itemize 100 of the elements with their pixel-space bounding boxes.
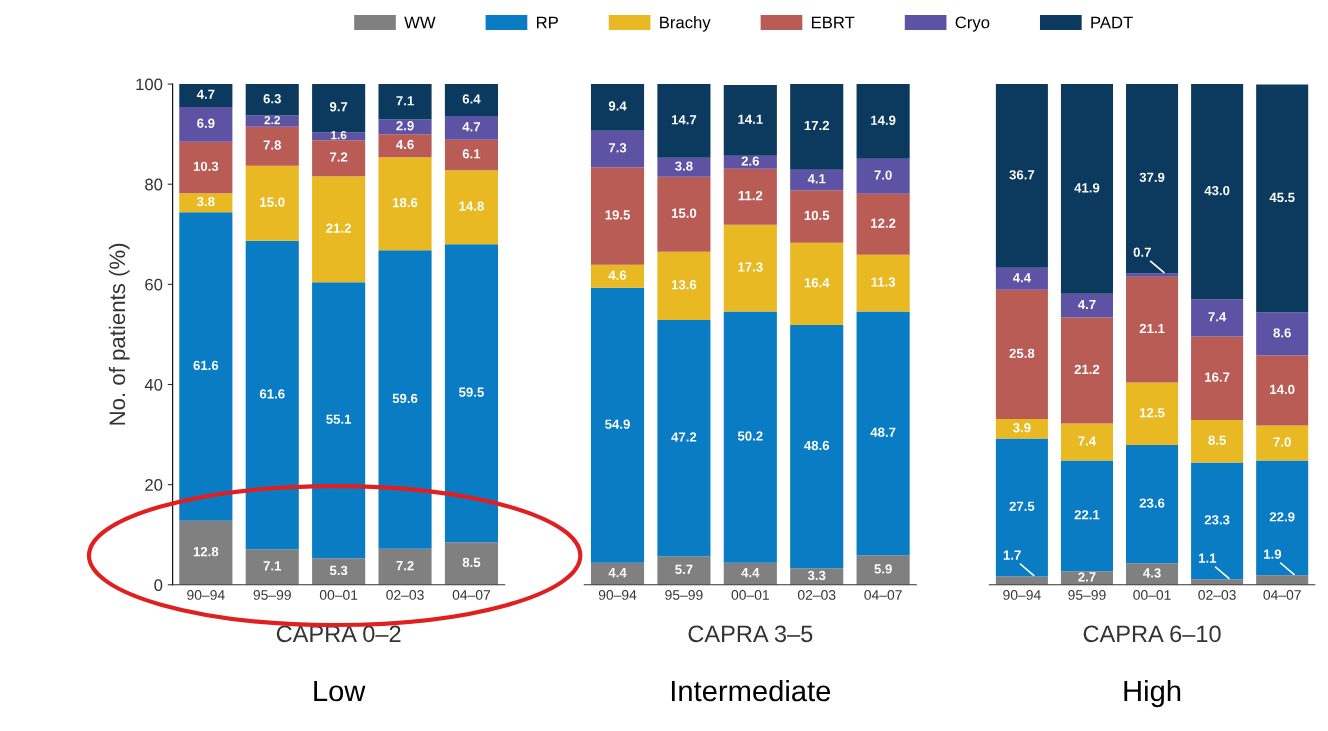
bar: [723, 311, 777, 563]
bar: [723, 168, 777, 225]
bar: [856, 254, 910, 312]
data-label: 10.3: [193, 161, 219, 171]
y-tick-label: 0: [154, 579, 163, 591]
bar: [245, 126, 299, 166]
bar: [1191, 336, 1244, 421]
x-tick-label: 00–01: [319, 590, 358, 600]
data-label: 12.8: [193, 546, 219, 557]
x-tick-label: 90–94: [598, 590, 637, 600]
bar: [1060, 317, 1113, 424]
data-label: 22.9: [1269, 512, 1295, 522]
data-label: 19.5: [605, 210, 630, 220]
data-label: 4.4: [608, 568, 627, 578]
data-label: 27.5: [1009, 501, 1035, 511]
bar: [444, 139, 498, 171]
data-label: 3.9: [1013, 423, 1031, 433]
bar: [657, 84, 711, 158]
data-label: 43.0: [1204, 185, 1230, 196]
data-label: 9.7: [329, 102, 348, 112]
data-label: 61.6: [259, 389, 285, 399]
bar: [590, 562, 645, 585]
bar: [1191, 579, 1244, 585]
data-label: 0.7: [1133, 247, 1151, 257]
data-label: 36.7: [1009, 170, 1035, 180]
data-label: 5.7: [675, 564, 693, 575]
bar: [312, 84, 366, 133]
data-label: 61.6: [193, 360, 219, 371]
bar: [1126, 276, 1179, 383]
data-label: 23.6: [1139, 498, 1165, 508]
data-label: 11.3: [871, 277, 896, 287]
data-label: 7.8: [263, 140, 282, 150]
data-label: 16.4: [804, 278, 830, 288]
data-label: 1.7: [1003, 550, 1021, 560]
data-label: 9.4: [608, 101, 627, 111]
bar: [444, 84, 498, 117]
bar: [995, 267, 1048, 290]
bar: [657, 157, 711, 177]
data-label: 7.1: [396, 96, 414, 106]
data-label: 6.9: [197, 118, 215, 128]
data-label: 15.0: [671, 208, 697, 218]
legend-label: WW: [404, 16, 436, 29]
bar: [312, 558, 366, 585]
data-label: 4.7: [462, 122, 481, 132]
bar: [790, 324, 844, 569]
x-axis-title: CAPRA 3–5: [688, 625, 813, 643]
bar: [995, 576, 1048, 585]
data-label: 1.6: [331, 130, 347, 140]
bar: [1126, 84, 1179, 274]
y-tick-label: 60: [145, 278, 163, 291]
bar: [590, 264, 645, 288]
data-label: 4.6: [396, 139, 414, 150]
legend-label: PADT: [1091, 16, 1133, 29]
bar: [444, 244, 498, 543]
bar: [245, 240, 299, 550]
bar: [444, 542, 498, 585]
bar: [856, 158, 910, 194]
bar: [1060, 460, 1113, 572]
data-label: 54.9: [605, 419, 630, 429]
data-label: 7.1: [263, 561, 282, 571]
bar: [179, 141, 233, 194]
data-label: 41.9: [1074, 183, 1100, 193]
data-label: 5.9: [874, 564, 892, 574]
bar: [856, 84, 910, 159]
bar: [1256, 312, 1309, 356]
bar: [378, 134, 432, 158]
data-label: 8.5: [1208, 435, 1226, 445]
data-label: 8.6: [1273, 328, 1291, 338]
data-label: 7.0: [874, 170, 892, 180]
bar: [856, 311, 910, 556]
bar: [790, 242, 844, 325]
bar: [590, 84, 645, 131]
data-label: 4.7: [1078, 299, 1096, 310]
data-label: 11.2: [738, 190, 763, 201]
data-label: 12.2: [871, 218, 896, 228]
bar: [790, 190, 844, 243]
y-tick-label: 80: [145, 178, 163, 191]
x-axis-title: CAPRA 6–10: [1083, 625, 1221, 643]
data-label: 14.1: [738, 114, 763, 124]
data-label: 5.3: [329, 565, 348, 576]
bar: [790, 169, 844, 191]
x-tick-label: 00–01: [731, 590, 769, 600]
bar: [179, 212, 233, 521]
bar: [657, 319, 711, 557]
data-label: 7.2: [330, 152, 348, 162]
bar: [378, 157, 432, 251]
legend-label: Cryo: [955, 16, 990, 32]
bar: [1256, 84, 1309, 313]
data-label: 2.7: [1078, 572, 1096, 582]
bar: [1256, 575, 1309, 585]
data-label: 7.0: [1273, 437, 1291, 447]
text: Intermediate: [671, 679, 831, 702]
data-label: 14.8: [459, 201, 484, 211]
data-label: 8.5: [462, 557, 481, 568]
bar: [1126, 563, 1179, 585]
data-label: 2.6: [741, 156, 760, 166]
y-tick-label: 40: [144, 378, 163, 391]
bar: [378, 84, 432, 120]
data-label: 4.4: [741, 568, 760, 578]
bar: [995, 84, 1048, 268]
